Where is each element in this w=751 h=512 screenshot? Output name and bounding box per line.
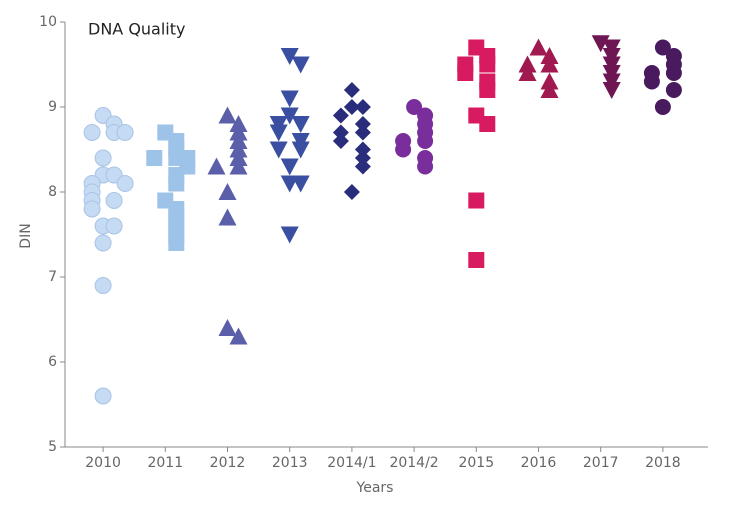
marker-square	[468, 252, 485, 268]
marker-triangle-down	[280, 107, 299, 125]
marker-square	[468, 192, 485, 209]
marker-circle	[94, 234, 112, 252]
marker-diamond	[354, 150, 371, 166]
marker-circle	[406, 99, 423, 115]
marker-circle	[105, 192, 123, 209]
marker-square	[479, 82, 496, 98]
x-tick-label: 2012	[210, 455, 246, 471]
marker-triangle-down	[280, 48, 299, 65]
marker-circle	[395, 141, 412, 158]
marker-square	[479, 116, 496, 132]
marker-diamond	[332, 107, 349, 124]
marker-diamond	[343, 184, 360, 200]
x-tick-label: 2014/2	[389, 455, 438, 471]
marker-circle	[94, 277, 112, 294]
marker-triangle-up	[218, 106, 237, 124]
marker-triangle-up	[218, 319, 237, 336]
marker-diamond	[354, 124, 371, 141]
marker-triangle-down	[291, 141, 310, 159]
marker-circle	[665, 82, 682, 98]
chart-title: DNA Quality	[88, 20, 186, 39]
marker-square	[168, 175, 185, 192]
marker-circle	[654, 39, 671, 56]
marker-triangle-up	[229, 327, 248, 345]
marker-triangle-up	[218, 208, 237, 226]
marker-square	[479, 56, 496, 73]
marker-triangle-up	[540, 55, 559, 73]
marker-circle	[94, 387, 112, 405]
marker-circle	[116, 124, 134, 141]
marker-triangle-up	[218, 183, 237, 200]
y-tick-label: 5	[48, 439, 57, 455]
marker-circle	[116, 175, 134, 192]
marker-triangle-down	[280, 226, 299, 244]
marker-diamond	[332, 124, 349, 141]
x-axis-label: Years	[356, 480, 394, 496]
x-tick-label: 2017	[583, 455, 619, 471]
marker-circle	[643, 73, 660, 90]
marker-triangle-down	[280, 90, 299, 108]
marker-diamond	[343, 99, 360, 115]
marker-triangle-up	[518, 64, 537, 81]
marker-square	[146, 150, 163, 166]
marker-square	[457, 65, 474, 81]
marker-diamond	[354, 158, 371, 175]
x-tick-label: 2014/1	[327, 455, 376, 471]
marker-circle	[105, 217, 123, 235]
y-tick-label: 10	[39, 14, 57, 30]
marker-circle	[417, 133, 434, 149]
x-tick-label: 2015	[458, 455, 494, 471]
marker-triangle-down	[291, 56, 310, 74]
marker-circle	[654, 99, 671, 115]
marker-circle	[94, 149, 112, 167]
x-tick-label: 2010	[85, 455, 121, 471]
marker-triangle-up	[529, 38, 548, 56]
marker-triangle-up	[229, 157, 248, 175]
y-tick-label: 6	[48, 354, 57, 370]
marker-triangle-down	[602, 82, 621, 99]
y-tick-label: 9	[48, 99, 57, 115]
marker-triangle-down	[269, 124, 288, 142]
marker-square	[168, 235, 185, 251]
marker-triangle-down	[269, 141, 288, 159]
marker-triangle-down	[280, 158, 299, 176]
marker-circle	[665, 65, 682, 81]
x-tick-label: 2011	[147, 455, 183, 471]
marker-triangle-up	[540, 81, 559, 98]
marker-triangle-down	[291, 116, 310, 133]
marker-circle	[417, 158, 434, 175]
marker-circle	[83, 124, 101, 141]
marker-triangle-up	[207, 157, 226, 175]
marker-diamond	[354, 141, 371, 158]
marker-circle	[83, 200, 101, 218]
marker-diamond	[354, 99, 371, 115]
x-tick-label: 2013	[272, 455, 308, 471]
y-tick-label: 7	[48, 269, 57, 285]
y-axis-label: DIN	[18, 223, 34, 248]
marker-diamond	[332, 133, 349, 149]
x-tick-label: 2018	[645, 455, 681, 471]
marker-diamond	[343, 82, 360, 98]
marker-triangle-down	[291, 175, 310, 193]
marker-diamond	[354, 116, 371, 132]
y-tick-label: 8	[48, 184, 57, 200]
x-tick-label: 2016	[521, 455, 557, 471]
